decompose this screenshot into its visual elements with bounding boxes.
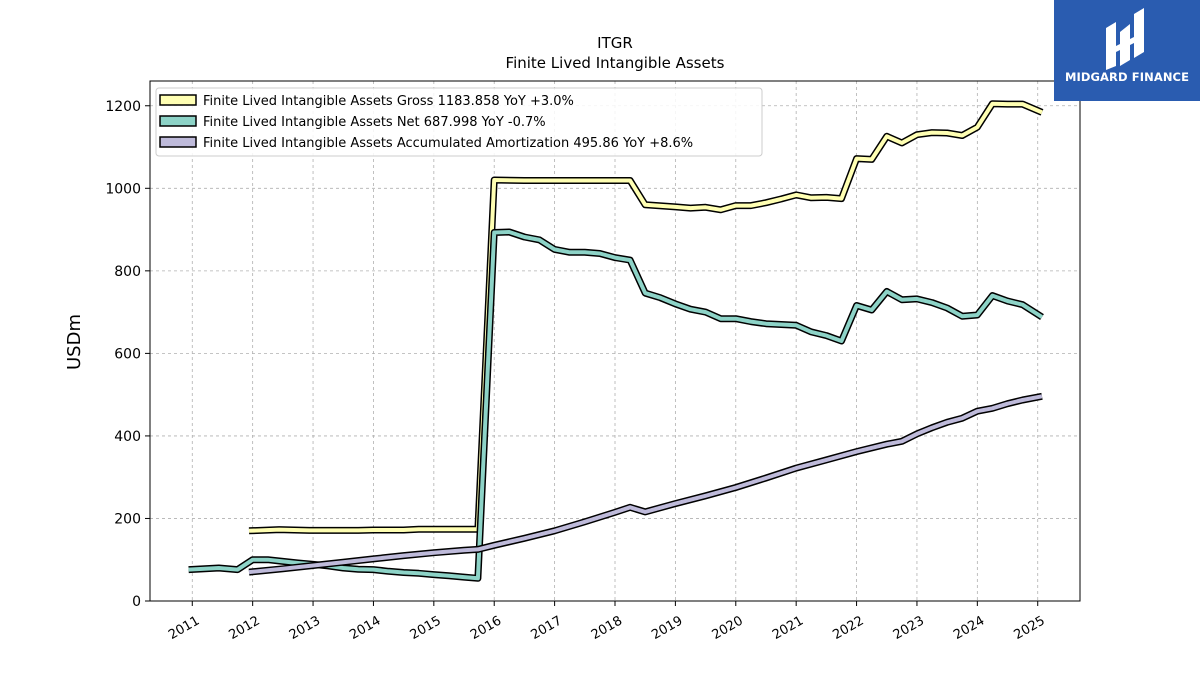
- y-tick-label: 1000: [105, 181, 141, 197]
- legend-item: Finite Lived Intangible Assets Net 687.9…: [159, 115, 546, 130]
- legend-item: Finite Lived Intangible Assets Accumulat…: [159, 136, 693, 151]
- series-2: [188, 228, 1044, 582]
- series-line: [188, 230, 1044, 581]
- legend-label: Finite Lived Intangible Assets Gross 118…: [203, 94, 574, 109]
- series-1: [248, 100, 1044, 535]
- y-tick-label: 400: [114, 429, 141, 445]
- y-axis-label: USDm: [64, 314, 85, 370]
- y-tick-label: 1200: [105, 99, 141, 115]
- chart-subtitle: Finite Lived Intangible Assets: [506, 54, 725, 72]
- legend-item: Finite Lived Intangible Assets Gross 118…: [159, 94, 574, 109]
- y-axis: 0 200 400 600 800 1000 1200: [105, 99, 150, 610]
- legend-box: [155, 87, 763, 157]
- y-tick-label: 800: [114, 264, 141, 280]
- series-line: [248, 394, 1043, 575]
- brand-logo-text: MIDGARD FINANCE: [1064, 70, 1190, 84]
- midgard-logo-icon: [1106, 8, 1144, 70]
- legend-label: Finite Lived Intangible Assets Accumulat…: [203, 136, 693, 151]
- grid: [150, 81, 1080, 602]
- legend-swatch: [159, 136, 197, 148]
- chart-title: ITGR: [597, 34, 633, 52]
- series-layer: [188, 100, 1044, 582]
- y-tick-label: 200: [114, 511, 141, 527]
- legend: Finite Lived Intangible Assets Gross 118…: [155, 87, 763, 157]
- brand-logo: MIDGARD FINANCE: [1054, 0, 1200, 101]
- y-tick-label: 0: [132, 594, 141, 610]
- y-tick-label: 600: [114, 346, 141, 362]
- series-line: [248, 101, 1043, 533]
- legend-swatch: [159, 94, 197, 106]
- series-3: [248, 392, 1043, 576]
- legend-label: Finite Lived Intangible Assets Net 687.9…: [203, 115, 546, 130]
- legend-swatch: [159, 115, 197, 127]
